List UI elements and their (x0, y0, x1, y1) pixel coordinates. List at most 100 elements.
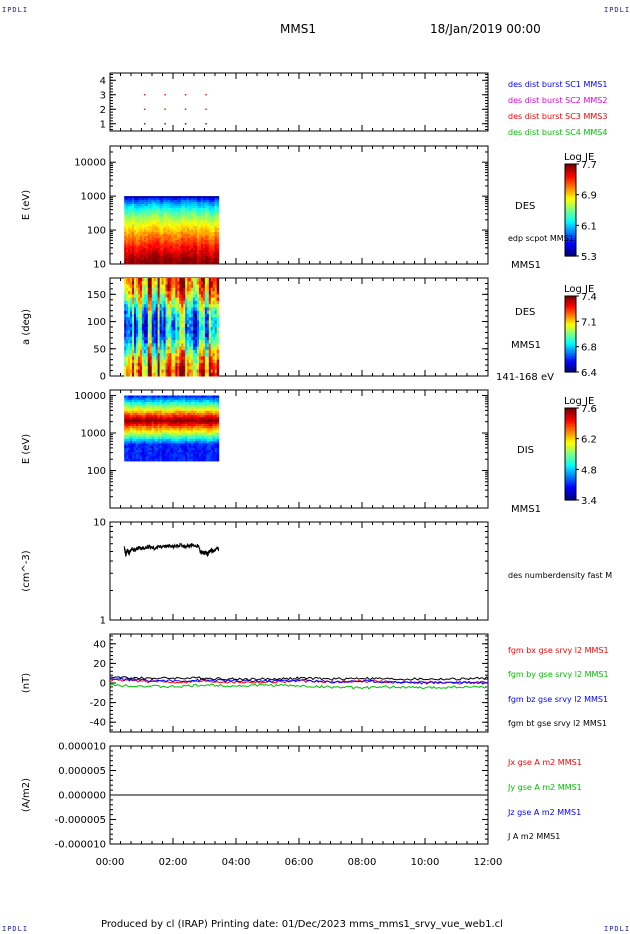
heatmap-cell (149, 362, 153, 367)
heatmap-cell (191, 294, 194, 299)
heatmap-cell (163, 226, 167, 229)
heatmap-cell (177, 458, 180, 462)
heatmap-cell (161, 443, 165, 447)
heatmap-cell (200, 234, 204, 237)
heatmap-cell (161, 222, 165, 225)
heatmap-cell (212, 323, 216, 328)
heatmap-cell (143, 248, 147, 251)
heatmap-cell (206, 222, 210, 225)
heatmap-cell (134, 333, 137, 338)
heatmap-cell (147, 294, 151, 299)
heatmap-cell (206, 445, 210, 449)
heatmap-cell (191, 399, 194, 403)
heatmap-cell (134, 198, 137, 201)
heatmap-cell (216, 340, 220, 344)
heatmap-cell (171, 202, 174, 205)
colorbar-swatch (565, 364, 576, 367)
heatmap-cell (212, 362, 216, 367)
heatmap-cell (135, 294, 139, 299)
heatmap-cell (153, 340, 157, 344)
heatmap-cell (155, 198, 159, 201)
heatmap-cell (183, 226, 186, 229)
heatmap-cell (185, 212, 188, 215)
heatmap-cell (181, 340, 184, 344)
heatmap-cell (183, 208, 186, 211)
heatmap-cell (163, 232, 167, 235)
heatmap-cell (157, 240, 161, 243)
heatmap-cell (204, 250, 208, 253)
heatmap-cell (135, 216, 139, 219)
heatmap-cell (210, 294, 214, 299)
heatmap-cell (202, 230, 206, 233)
heatmap-cell (193, 450, 196, 453)
heatmap-cell (167, 294, 170, 299)
heatmap-cell (208, 202, 212, 205)
heatmap-cell (197, 297, 200, 302)
heatmap-cell (191, 454, 194, 458)
heatmap-cell (141, 224, 145, 227)
heatmap-cell (155, 287, 159, 292)
heatmap-cell (161, 402, 165, 405)
heatmap-cell (210, 242, 214, 245)
heatmap-cell (147, 432, 151, 436)
heatmap-cell (126, 320, 129, 325)
heatmap-cell (189, 281, 192, 286)
heatmap-cell (130, 284, 133, 289)
heatmap-cell (151, 224, 155, 227)
heatmap-cell (212, 336, 216, 341)
heatmap-cell (147, 349, 151, 354)
heatmap-cell (210, 250, 214, 253)
heatmap-cell (124, 260, 127, 263)
heatmap-cell (210, 216, 214, 219)
heatmap-cell (193, 238, 196, 241)
heatmap-cell (134, 226, 137, 229)
heatmap-cell (134, 402, 137, 405)
heatmap-cell (135, 421, 139, 425)
heatmap-cell (177, 447, 180, 451)
heatmap-cell (195, 196, 198, 199)
heatmap-cell (139, 244, 143, 247)
heatmap-cell (145, 349, 149, 354)
heatmap-cell (216, 226, 220, 229)
heatmap-cell (163, 278, 167, 282)
heatmap-cell (124, 441, 127, 444)
heatmap-cell (187, 450, 190, 453)
heatmap-cell (149, 244, 153, 247)
heatmap-cell (143, 399, 147, 403)
heatmap-cell (198, 220, 202, 223)
y-axis-label-3: E (eV) (21, 434, 32, 464)
heatmap-cell (175, 369, 178, 374)
heatmap-cell (137, 238, 141, 241)
heatmap-cell (128, 234, 131, 237)
heatmap-cell (147, 291, 151, 295)
heatmap-cell (135, 353, 139, 357)
heatmap-cell (187, 445, 190, 449)
heatmap-cell (198, 372, 202, 377)
heatmap-cell (206, 310, 210, 315)
heatmap-cell (145, 304, 149, 308)
heatmap-cell (137, 260, 141, 263)
heatmap-cell (141, 349, 145, 354)
heatmap-cell (128, 294, 131, 299)
heatmap-cell (181, 327, 184, 331)
heatmap-cell (206, 441, 210, 444)
colorbar-swatch (565, 334, 576, 337)
heatmap-cell (202, 291, 206, 295)
heatmap-cell (137, 366, 141, 370)
heatmap-cell (141, 454, 145, 458)
heatmap-cell (204, 397, 208, 401)
heatmap-cell (155, 291, 159, 295)
heatmap-cell (202, 200, 206, 203)
heatmap-cell (130, 240, 133, 243)
heatmap-cell (169, 317, 172, 321)
heatmap-cell (181, 399, 184, 403)
heatmap-cell (161, 327, 165, 331)
heatmap-cell (177, 395, 180, 399)
heatmap-cell (208, 216, 212, 219)
heatmap-cell (124, 454, 127, 458)
heatmap-cell (165, 447, 168, 451)
heatmap-cell (191, 340, 194, 344)
heatmap-cell (128, 232, 131, 235)
heatmap-cell (163, 406, 167, 410)
heatmap-cell (204, 256, 208, 259)
